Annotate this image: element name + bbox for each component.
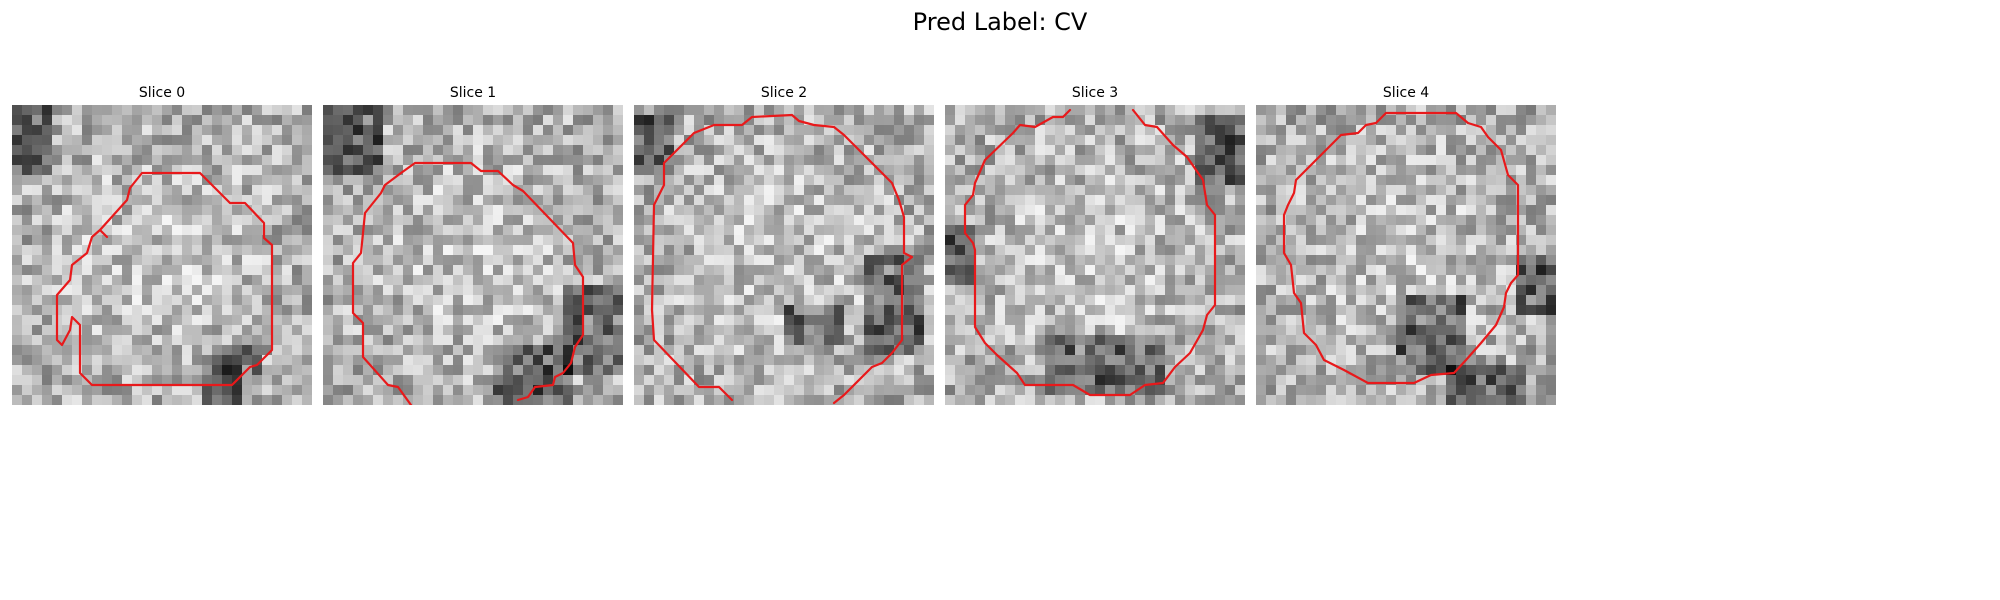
segmentation-contour-3 [963, 108, 1217, 397]
segmentation-contour-4 [1282, 111, 1520, 385]
figure-title: Pred Label: CV [912, 8, 1088, 36]
segmentation-contour-1 [351, 161, 585, 405]
slice-title-0: Slice 0 [138, 85, 186, 101]
slice-image-0 [12, 105, 312, 405]
segmentation-contour-0 [55, 171, 274, 387]
slice-image-2 [634, 105, 934, 405]
segmentation-contour-2 [650, 113, 914, 405]
slice-title-4: Slice 4 [1382, 85, 1430, 101]
slice-image-1 [323, 105, 623, 405]
slice-title-1: Slice 1 [449, 85, 497, 101]
slice-image-3 [945, 105, 1245, 405]
slice-image-4 [1256, 105, 1556, 405]
slice-title-2: Slice 2 [760, 85, 808, 101]
slice-title-3: Slice 3 [1071, 85, 1119, 101]
